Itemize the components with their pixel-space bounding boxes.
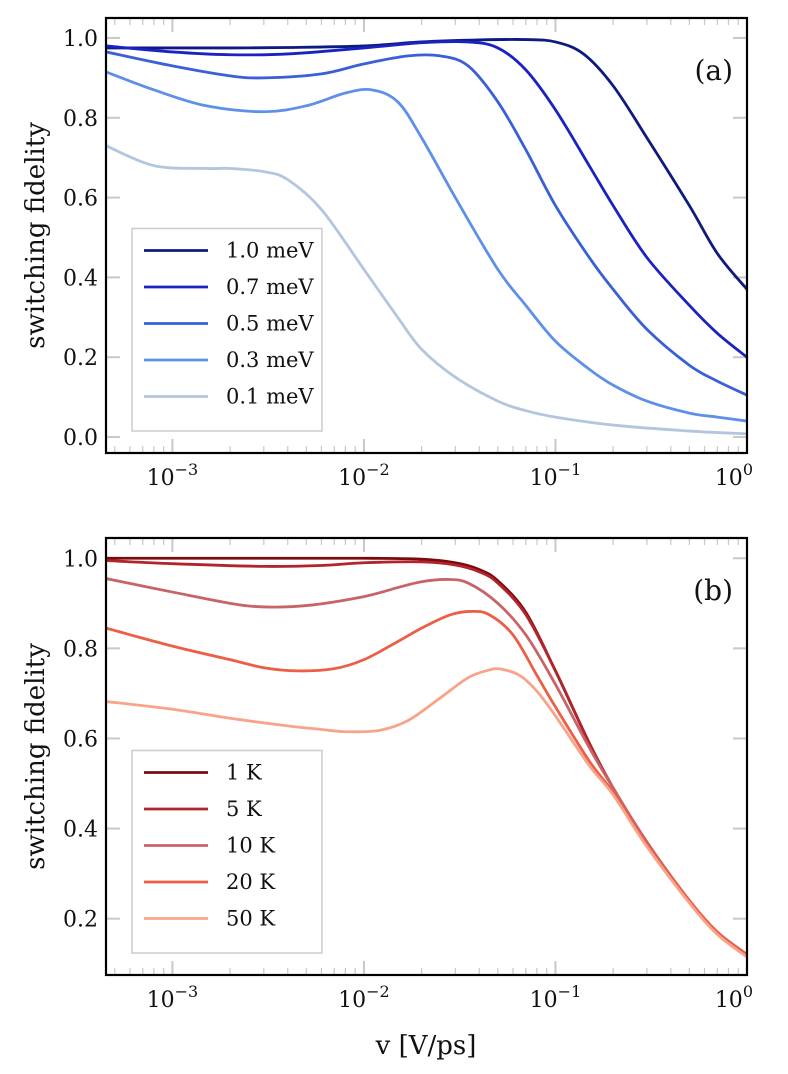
panel-b-xtick-base: 10 bbox=[147, 988, 175, 1013]
panel-a-xtick-base: 10 bbox=[715, 466, 743, 491]
panel-b-xtick-base: 10 bbox=[530, 988, 558, 1013]
panel-a-y-axis-label: switching fidelity bbox=[21, 122, 51, 349]
panel-a-xtick-label: 10−3 bbox=[147, 460, 199, 491]
panel-b-xtick-label: 10−2 bbox=[338, 982, 390, 1013]
panel-b-xtick-exp: 0 bbox=[743, 982, 753, 1001]
panel-a-series bbox=[106, 38, 747, 436]
panel-b-xtick-label: 10−3 bbox=[147, 982, 199, 1013]
panel-a-x-tick-labels: 10−3 10−2 10−1 100 bbox=[147, 460, 753, 491]
panel-b-frame bbox=[104, 536, 749, 977]
panel-b-xtick-base: 10 bbox=[338, 988, 366, 1013]
panel-a-ytick-label: 0.8 bbox=[63, 107, 98, 132]
panel-a-frame bbox=[104, 16, 749, 455]
panel-a-legend-label: 0.5 meV bbox=[226, 312, 314, 336]
panel-b-ytick-label: 0.4 bbox=[63, 818, 98, 843]
panel-b-legend-label: 1 K bbox=[226, 761, 262, 785]
panel-a-xtick-exp: 0 bbox=[743, 460, 753, 479]
panel-a-y-tick-labels: 0.0 0.2 0.4 0.6 0.8 1.0 bbox=[63, 27, 98, 451]
panel-a-xtick-label: 100 bbox=[715, 460, 753, 491]
panel-a-xtick-base: 10 bbox=[530, 466, 558, 491]
panel-a-xtick-label: 10−2 bbox=[338, 460, 390, 491]
panel-a-xtick-exp: −2 bbox=[366, 460, 390, 479]
panel-b-legend-label: 50 K bbox=[226, 907, 275, 931]
panel-a-legend: 1.0 meV 0.7 meV 0.5 meV 0.3 meV 0.1 meV bbox=[131, 227, 323, 432]
panel-a-ytick-label: 0.4 bbox=[63, 266, 98, 291]
panel-b-series-line bbox=[106, 667, 747, 959]
panel-b-xtick-exp: −3 bbox=[175, 982, 199, 1001]
panel-b-xtick-label: 100 bbox=[715, 982, 753, 1013]
panel-a-label: (a) bbox=[694, 54, 733, 87]
panel-a-legend-label: 0.7 meV bbox=[226, 275, 314, 299]
panel-b: 10−3 10−2 10−1 100 0.20.40.60.81.0 switchin… bbox=[21, 536, 753, 1013]
panel-b-legend-label: 5 K bbox=[226, 797, 262, 821]
panel-b-ytick-label: 1.0 bbox=[63, 547, 98, 572]
panel-a-ytick-label: 0.2 bbox=[63, 346, 98, 371]
panel-b-xtick-base: 10 bbox=[715, 988, 743, 1013]
panel-b-legend-label: 10 K bbox=[226, 834, 275, 858]
panel-a-legend-label: 0.3 meV bbox=[226, 348, 314, 372]
panel-a-ytick-label: 0.6 bbox=[63, 187, 98, 212]
panel-a-xtick-label: 10−1 bbox=[530, 460, 582, 491]
panel-a-ticks bbox=[106, 18, 747, 453]
panel-a-ytick-label: 0.0 bbox=[63, 426, 98, 451]
panel-b-y-tick-labels: 0.2 0.4 0.6 0.8 1.0 bbox=[63, 547, 98, 932]
panel-b-ytick-label: 0.8 bbox=[63, 637, 98, 662]
panel-b-y-axis-label: switching fidelity bbox=[21, 643, 51, 870]
panel-b-label: (b) bbox=[693, 574, 733, 607]
panel-b-legend-label: 20 K bbox=[226, 870, 275, 894]
panel-a-ytick-label: 1.0 bbox=[63, 27, 98, 52]
panel-a-legend-label: 0.1 meV bbox=[226, 385, 314, 409]
x-axis-label: v [V/ps] bbox=[375, 1031, 477, 1061]
panel-a-series-line bbox=[106, 50, 747, 397]
panel-a-legend-label: 1.0 meV bbox=[226, 239, 314, 263]
panel-a-xtick-exp: −3 bbox=[175, 460, 199, 479]
panel-a-series-line bbox=[106, 40, 747, 359]
panel-b-x-tick-labels: 10−3 10−2 10−1 100 bbox=[147, 982, 753, 1013]
panel-b-ytick-label: 0.6 bbox=[63, 727, 98, 752]
panel-b-ticks bbox=[106, 538, 747, 975]
panel-b-series bbox=[106, 556, 747, 959]
panel-a: 10−3 10−2 10−1 100 0.00.20.40.60.81.0 switc… bbox=[21, 16, 753, 491]
panel-a-series-line bbox=[106, 144, 747, 436]
panel-a-xtick-exp: −1 bbox=[558, 460, 582, 479]
panel-a-series-line bbox=[106, 38, 747, 291]
panel-a-series-line bbox=[106, 70, 747, 423]
panel-b-xtick-label: 10−1 bbox=[530, 982, 582, 1013]
panel-b-legend: 1 K 5 K 10 K 20 K 50 K bbox=[131, 749, 323, 954]
panel-a-xtick-base: 10 bbox=[147, 466, 175, 491]
panel-a-xtick-base: 10 bbox=[338, 466, 366, 491]
panel-b-ytick-label: 0.2 bbox=[63, 908, 98, 933]
panel-b-xtick-exp: −1 bbox=[558, 982, 582, 1001]
panel-b-xtick-exp: −2 bbox=[366, 982, 390, 1001]
